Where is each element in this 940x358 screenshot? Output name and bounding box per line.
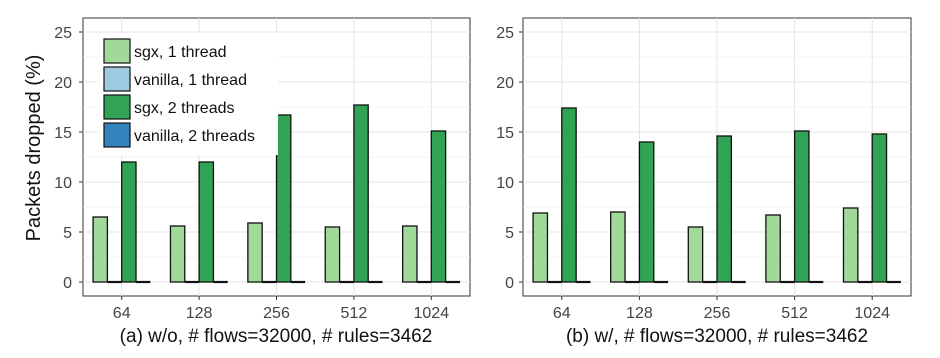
legend-label: vanilla, 2 threads — [134, 128, 255, 145]
bar — [687, 226, 704, 283]
x-tick-label: 512 — [781, 305, 808, 322]
bar — [169, 225, 186, 283]
bar — [198, 161, 215, 283]
legend-swatch — [103, 94, 131, 120]
x-tick-label: 128 — [186, 305, 213, 322]
bar — [561, 107, 577, 283]
bar — [92, 216, 109, 283]
y-tick-label: 15 — [54, 125, 72, 142]
y-tick-label: 25 — [54, 25, 72, 42]
bar — [765, 214, 781, 283]
chart-panel-2: 0 5 10 15 20 25 64 128 256 512 1024 (b) w/, # flows… — [496, 17, 912, 347]
legend-label: vanilla, 1 thread — [134, 72, 247, 89]
legend-swatch — [103, 38, 131, 64]
bar — [430, 130, 447, 283]
x-tick-label: 128 — [626, 305, 653, 322]
x-tick-label: 256 — [704, 305, 731, 322]
x-tick-label: 512 — [341, 305, 368, 322]
legend-label: sgx, 1 thread — [134, 44, 227, 61]
bar — [275, 114, 292, 283]
bar — [402, 225, 418, 283]
bar — [353, 104, 369, 283]
y-tick-label: 15 — [496, 125, 514, 142]
y-tick-label: 5 — [505, 225, 514, 242]
legend: sgx, 1 thread vanilla, 1 thread sgx, 2 thr… — [98, 33, 278, 155]
x-tick-label: 1024 — [414, 305, 450, 322]
y-tick-label: 10 — [496, 175, 514, 192]
panel-caption: (a) w/o, # flows=32000, # rules=3462 — [120, 326, 433, 347]
bar — [871, 133, 888, 283]
bar — [247, 222, 263, 283]
bar — [793, 130, 810, 283]
y-tick-label: 20 — [54, 75, 72, 92]
legend-swatch — [103, 122, 131, 148]
y-tick-label: 25 — [496, 25, 514, 42]
y-tick-label: 10 — [54, 175, 72, 192]
bar — [532, 212, 549, 283]
y-axis-label: Packets dropped (%) — [23, 55, 45, 242]
bar — [638, 141, 655, 283]
panel-caption: (b) w/, # flows=32000, # rules=3462 — [566, 326, 868, 347]
x-tick-label: 64 — [113, 305, 131, 322]
x-tick-label: 256 — [263, 305, 290, 322]
y-tick-label: 0 — [505, 275, 514, 292]
y-tick-label: 5 — [63, 225, 72, 242]
legend-swatch — [103, 66, 131, 92]
bar — [610, 211, 626, 283]
y-tick-label: 0 — [63, 275, 72, 292]
bar — [324, 226, 341, 283]
bar — [121, 161, 137, 283]
bar — [716, 135, 733, 283]
legend-label: sgx, 2 threads — [134, 100, 235, 117]
y-tick-label: 20 — [496, 75, 514, 92]
bar — [842, 207, 859, 283]
x-tick-label: 1024 — [854, 305, 890, 322]
x-tick-label: 64 — [553, 305, 571, 322]
